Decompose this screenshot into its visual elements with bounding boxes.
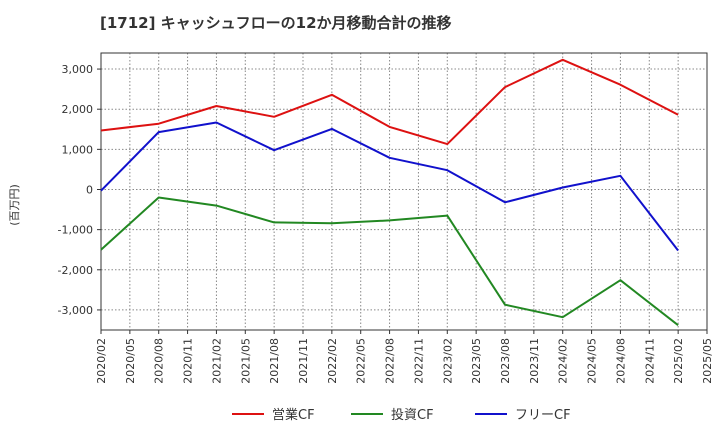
legend-label: 投資CF [391, 407, 434, 423]
x-tick-label: 2024/02 [557, 338, 570, 384]
legend-label: フリーCF [515, 408, 571, 423]
y-tick-label: 2,000 [62, 103, 94, 116]
chart-title: [1712] キャッシュフローの12か月移動合計の推移 [100, 14, 452, 32]
x-tick-label: 2024/08 [614, 338, 627, 384]
legend: 営業CF 投資CF フリーCF [232, 407, 571, 423]
x-tick-label: 2020/11 [182, 338, 195, 384]
y-tick-label: 1,000 [62, 143, 94, 156]
x-tick-label: 2025/02 [672, 338, 685, 384]
y-tick-label: 0 [86, 183, 93, 196]
x-tick-label: 2023/05 [470, 338, 483, 384]
x-tick-label: 2020/08 [153, 338, 166, 384]
x-tick-label: 2021/11 [297, 338, 310, 384]
y-tick-label: -3,000 [58, 304, 93, 317]
series-line-営業CF [100, 58, 679, 146]
plot-frame [100, 52, 708, 331]
x-tick-label: 2024/05 [586, 338, 599, 384]
y-axis-label: (百万円) [8, 184, 21, 226]
x-tick-label: 2023/11 [528, 338, 541, 384]
x-tick-label: 2021/08 [268, 338, 281, 384]
series-line-投資CF [100, 196, 679, 326]
series-line-フリーCF [100, 121, 679, 252]
x-tick-label: 2022/08 [384, 338, 397, 384]
y-axis-ticks: 3,000 2,000 1,000 0 -1,000 -2,000 -3,000 [58, 63, 101, 317]
x-axis-ticks: 2020/02 2020/05 2020/08 2020/11 2021/02 2021/… [95, 330, 714, 384]
y-tick-label: -2,000 [58, 264, 93, 277]
series-lines [100, 58, 679, 326]
legend-label: 営業CF [272, 407, 315, 423]
x-tick-label: 2023/08 [499, 338, 512, 384]
x-tick-label: 2023/02 [441, 338, 454, 384]
x-tick-label: 2021/02 [210, 338, 223, 384]
x-tick-label: 2022/05 [355, 338, 368, 384]
x-tick-label: 2022/11 [412, 338, 425, 384]
x-tick-label: 2021/05 [239, 338, 252, 384]
x-tick-label: 2024/11 [643, 338, 656, 384]
y-tick-label: -1,000 [58, 224, 93, 237]
y-tick-label: 3,000 [62, 63, 94, 76]
x-tick-label: 2020/05 [124, 338, 137, 384]
x-tick-label: 2025/05 [701, 338, 714, 384]
grid [100, 53, 708, 330]
x-tick-label: 2020/02 [95, 338, 108, 384]
x-tick-label: 2022/02 [326, 338, 339, 384]
